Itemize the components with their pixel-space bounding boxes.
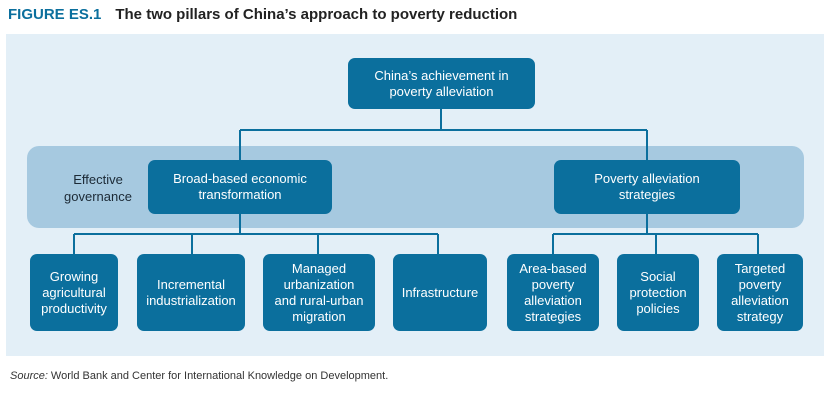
child-node-social-protection: Social protection policies xyxy=(617,254,699,331)
child-node-area-based-strategies: Area-based poverty alleviation strategie… xyxy=(507,254,599,331)
root-node: China’s achievement in poverty alleviati… xyxy=(348,58,535,109)
pillar-node-poverty-alleviation-strategies: Poverty alleviation strategies xyxy=(554,160,740,214)
child-node-agricultural-productivity: Growing agricultural productivity xyxy=(30,254,118,331)
child-node-infrastructure: Infrastructure xyxy=(393,254,487,331)
figure-title-text: The two pillars of China’s approach to p… xyxy=(115,6,518,23)
figure-label: FIGURE ES.1 xyxy=(8,6,102,23)
source-note: Source: World Bank and Center for Interna… xyxy=(10,370,388,382)
child-node-targeted-strategy: Targeted poverty alleviation strategy xyxy=(717,254,803,331)
effective-governance-label: Effective governance xyxy=(64,172,132,204)
source-text: World Bank and Center for International … xyxy=(50,370,389,382)
figure-title: FIGURE ES.1 The two pillars of China’s ap… xyxy=(8,6,517,23)
source-label: Source: xyxy=(10,370,48,382)
child-node-incremental-industrialization: Incremental industrialization xyxy=(137,254,245,331)
child-node-managed-urbanization: Managed urbanization and rural-urban mig… xyxy=(263,254,375,331)
pillar-node-economic-transformation: Broad-based economic transformation xyxy=(148,160,332,214)
